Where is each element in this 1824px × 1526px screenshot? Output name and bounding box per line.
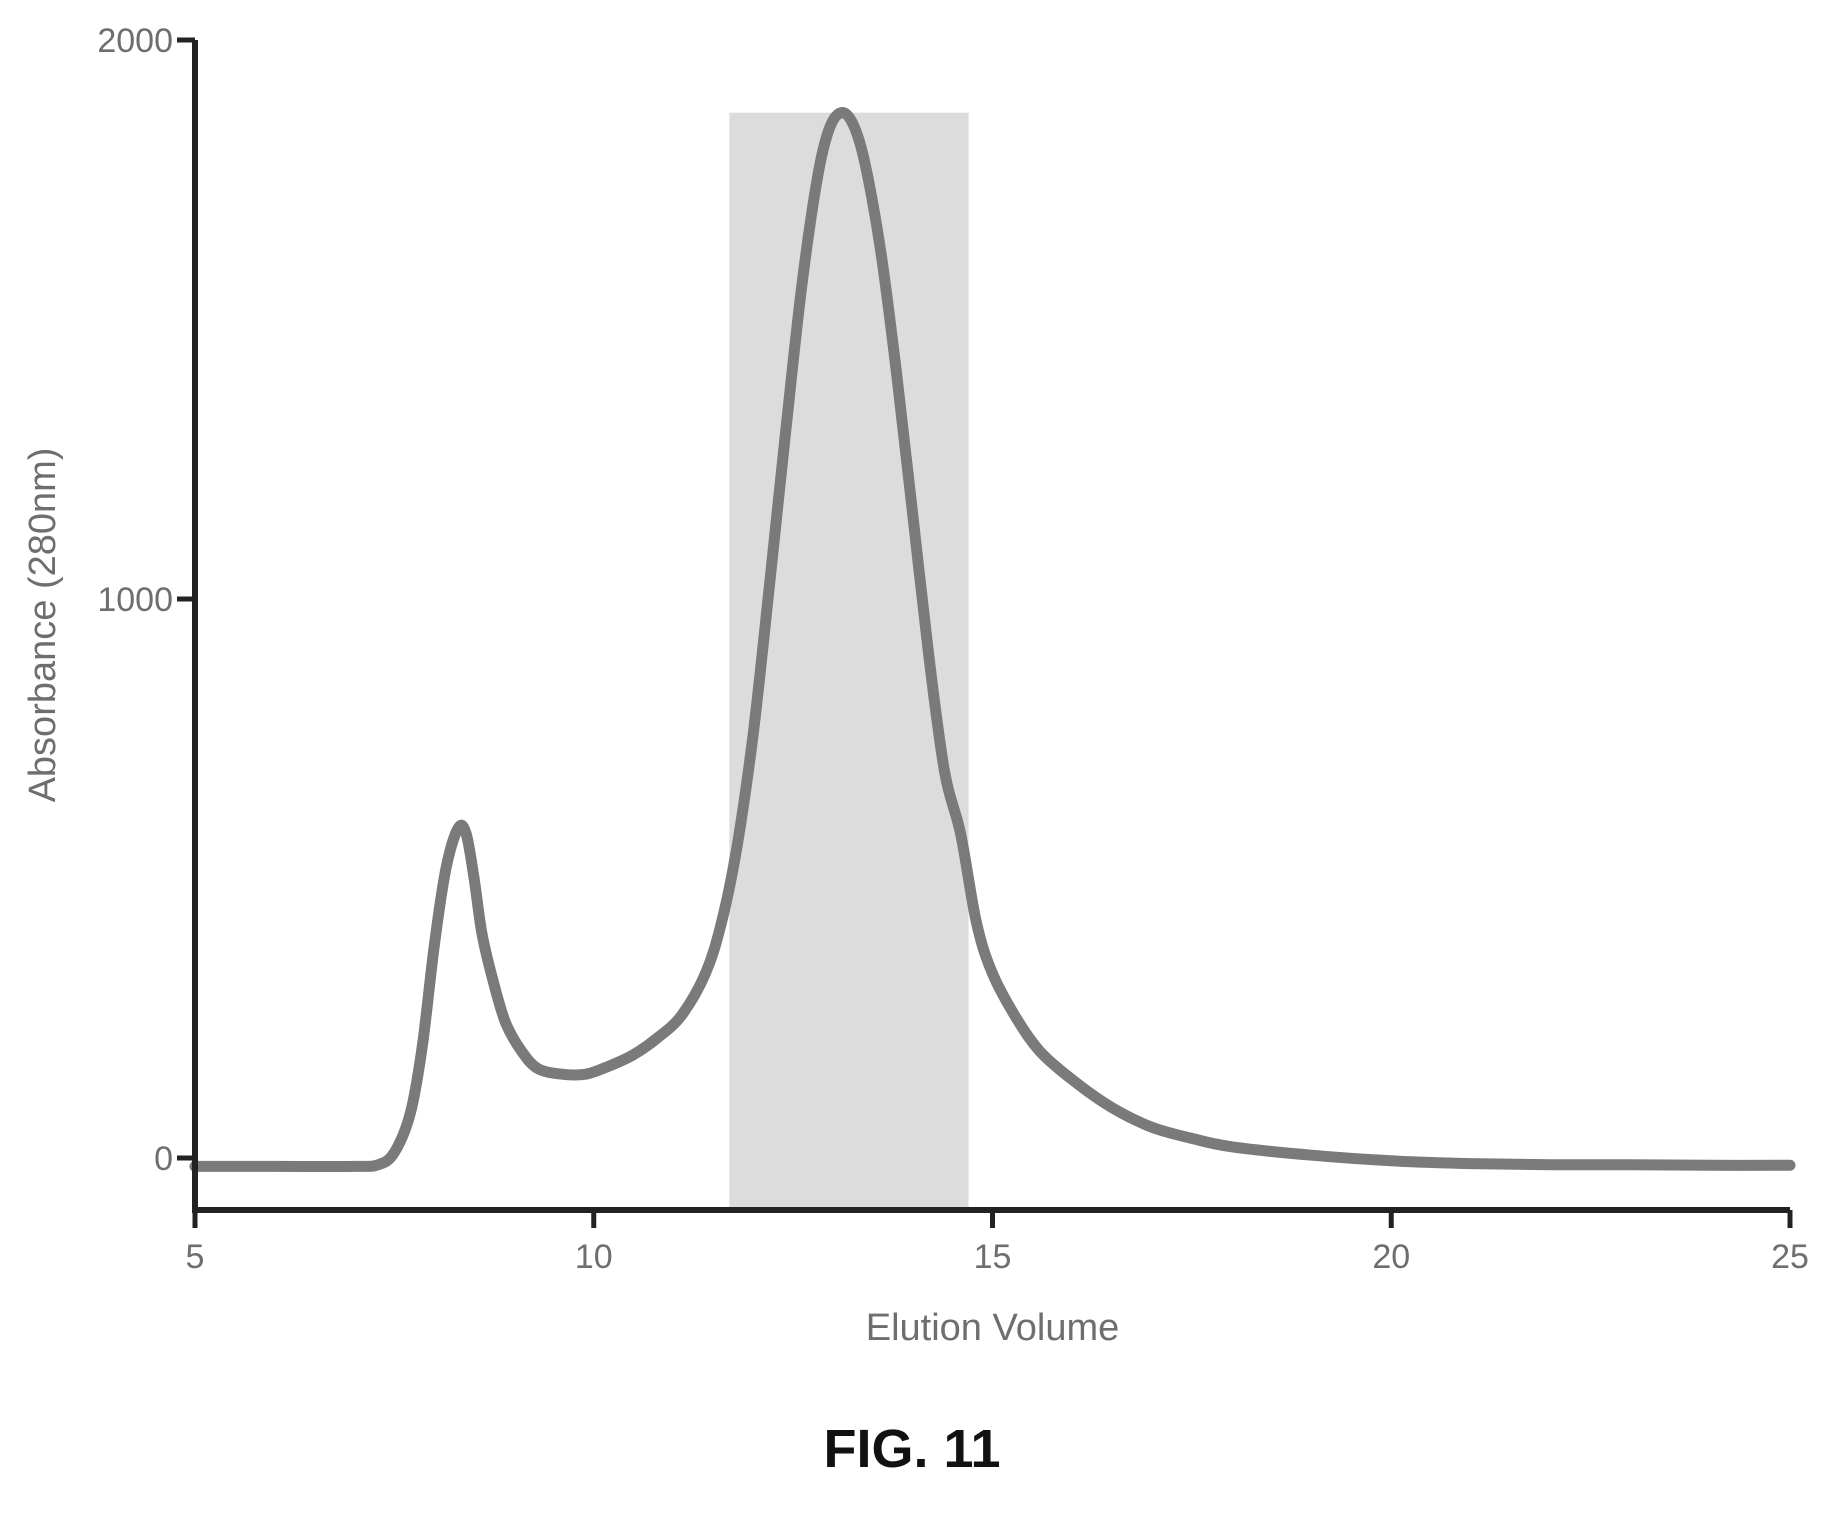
x-tick-label: 15 [974, 1238, 1012, 1276]
x-axis-title: Elution Volume [866, 1307, 1120, 1349]
x-tick-label: 5 [186, 1238, 205, 1276]
y-axis-title: Absorbance (280nm) [22, 448, 64, 803]
x-tick-label: 10 [575, 1238, 613, 1276]
absorbance-trace [189, 107, 1796, 1173]
y-tick-label: 0 [154, 1140, 173, 1178]
figure-caption: FIG. 11 [823, 1419, 1001, 1479]
x-tick-label: 25 [1771, 1238, 1809, 1276]
y-tick-label: 2000 [97, 22, 173, 60]
y-tick-label: 1000 [97, 581, 173, 619]
x-tick-label: 20 [1372, 1238, 1410, 1276]
